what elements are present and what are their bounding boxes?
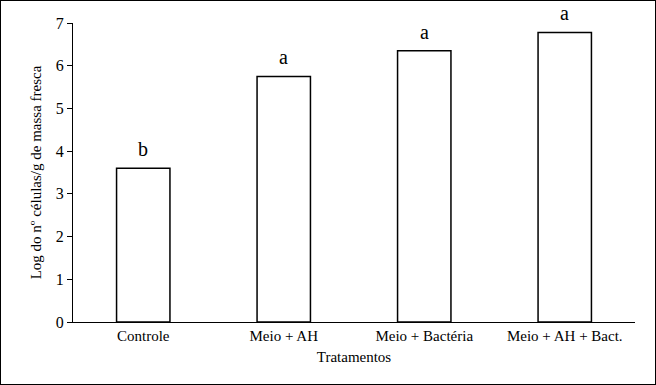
svg-text:a: a bbox=[279, 46, 288, 68]
svg-text:1: 1 bbox=[56, 271, 64, 288]
svg-text:7: 7 bbox=[56, 15, 64, 32]
svg-text:Controle: Controle bbox=[117, 328, 170, 344]
svg-text:Log do nº células/g de massa f: Log do nº células/g de massa fresca bbox=[28, 65, 44, 279]
svg-text:5: 5 bbox=[56, 100, 64, 117]
svg-text:3: 3 bbox=[56, 185, 64, 202]
svg-text:Meio + Bactéria: Meio + Bactéria bbox=[375, 328, 473, 344]
svg-text:2: 2 bbox=[56, 228, 64, 245]
svg-text:4: 4 bbox=[56, 143, 64, 160]
svg-text:6: 6 bbox=[56, 57, 64, 74]
svg-text:Tratamentos: Tratamentos bbox=[317, 349, 392, 365]
svg-text:Meio + AH: Meio + AH bbox=[250, 328, 319, 344]
svg-text:a: a bbox=[420, 21, 429, 43]
svg-text:b: b bbox=[138, 138, 148, 160]
svg-text:a: a bbox=[560, 2, 569, 24]
svg-text:Meio + AH + Bact.: Meio + AH + Bact. bbox=[507, 328, 623, 344]
svg-text:0: 0 bbox=[56, 314, 64, 331]
